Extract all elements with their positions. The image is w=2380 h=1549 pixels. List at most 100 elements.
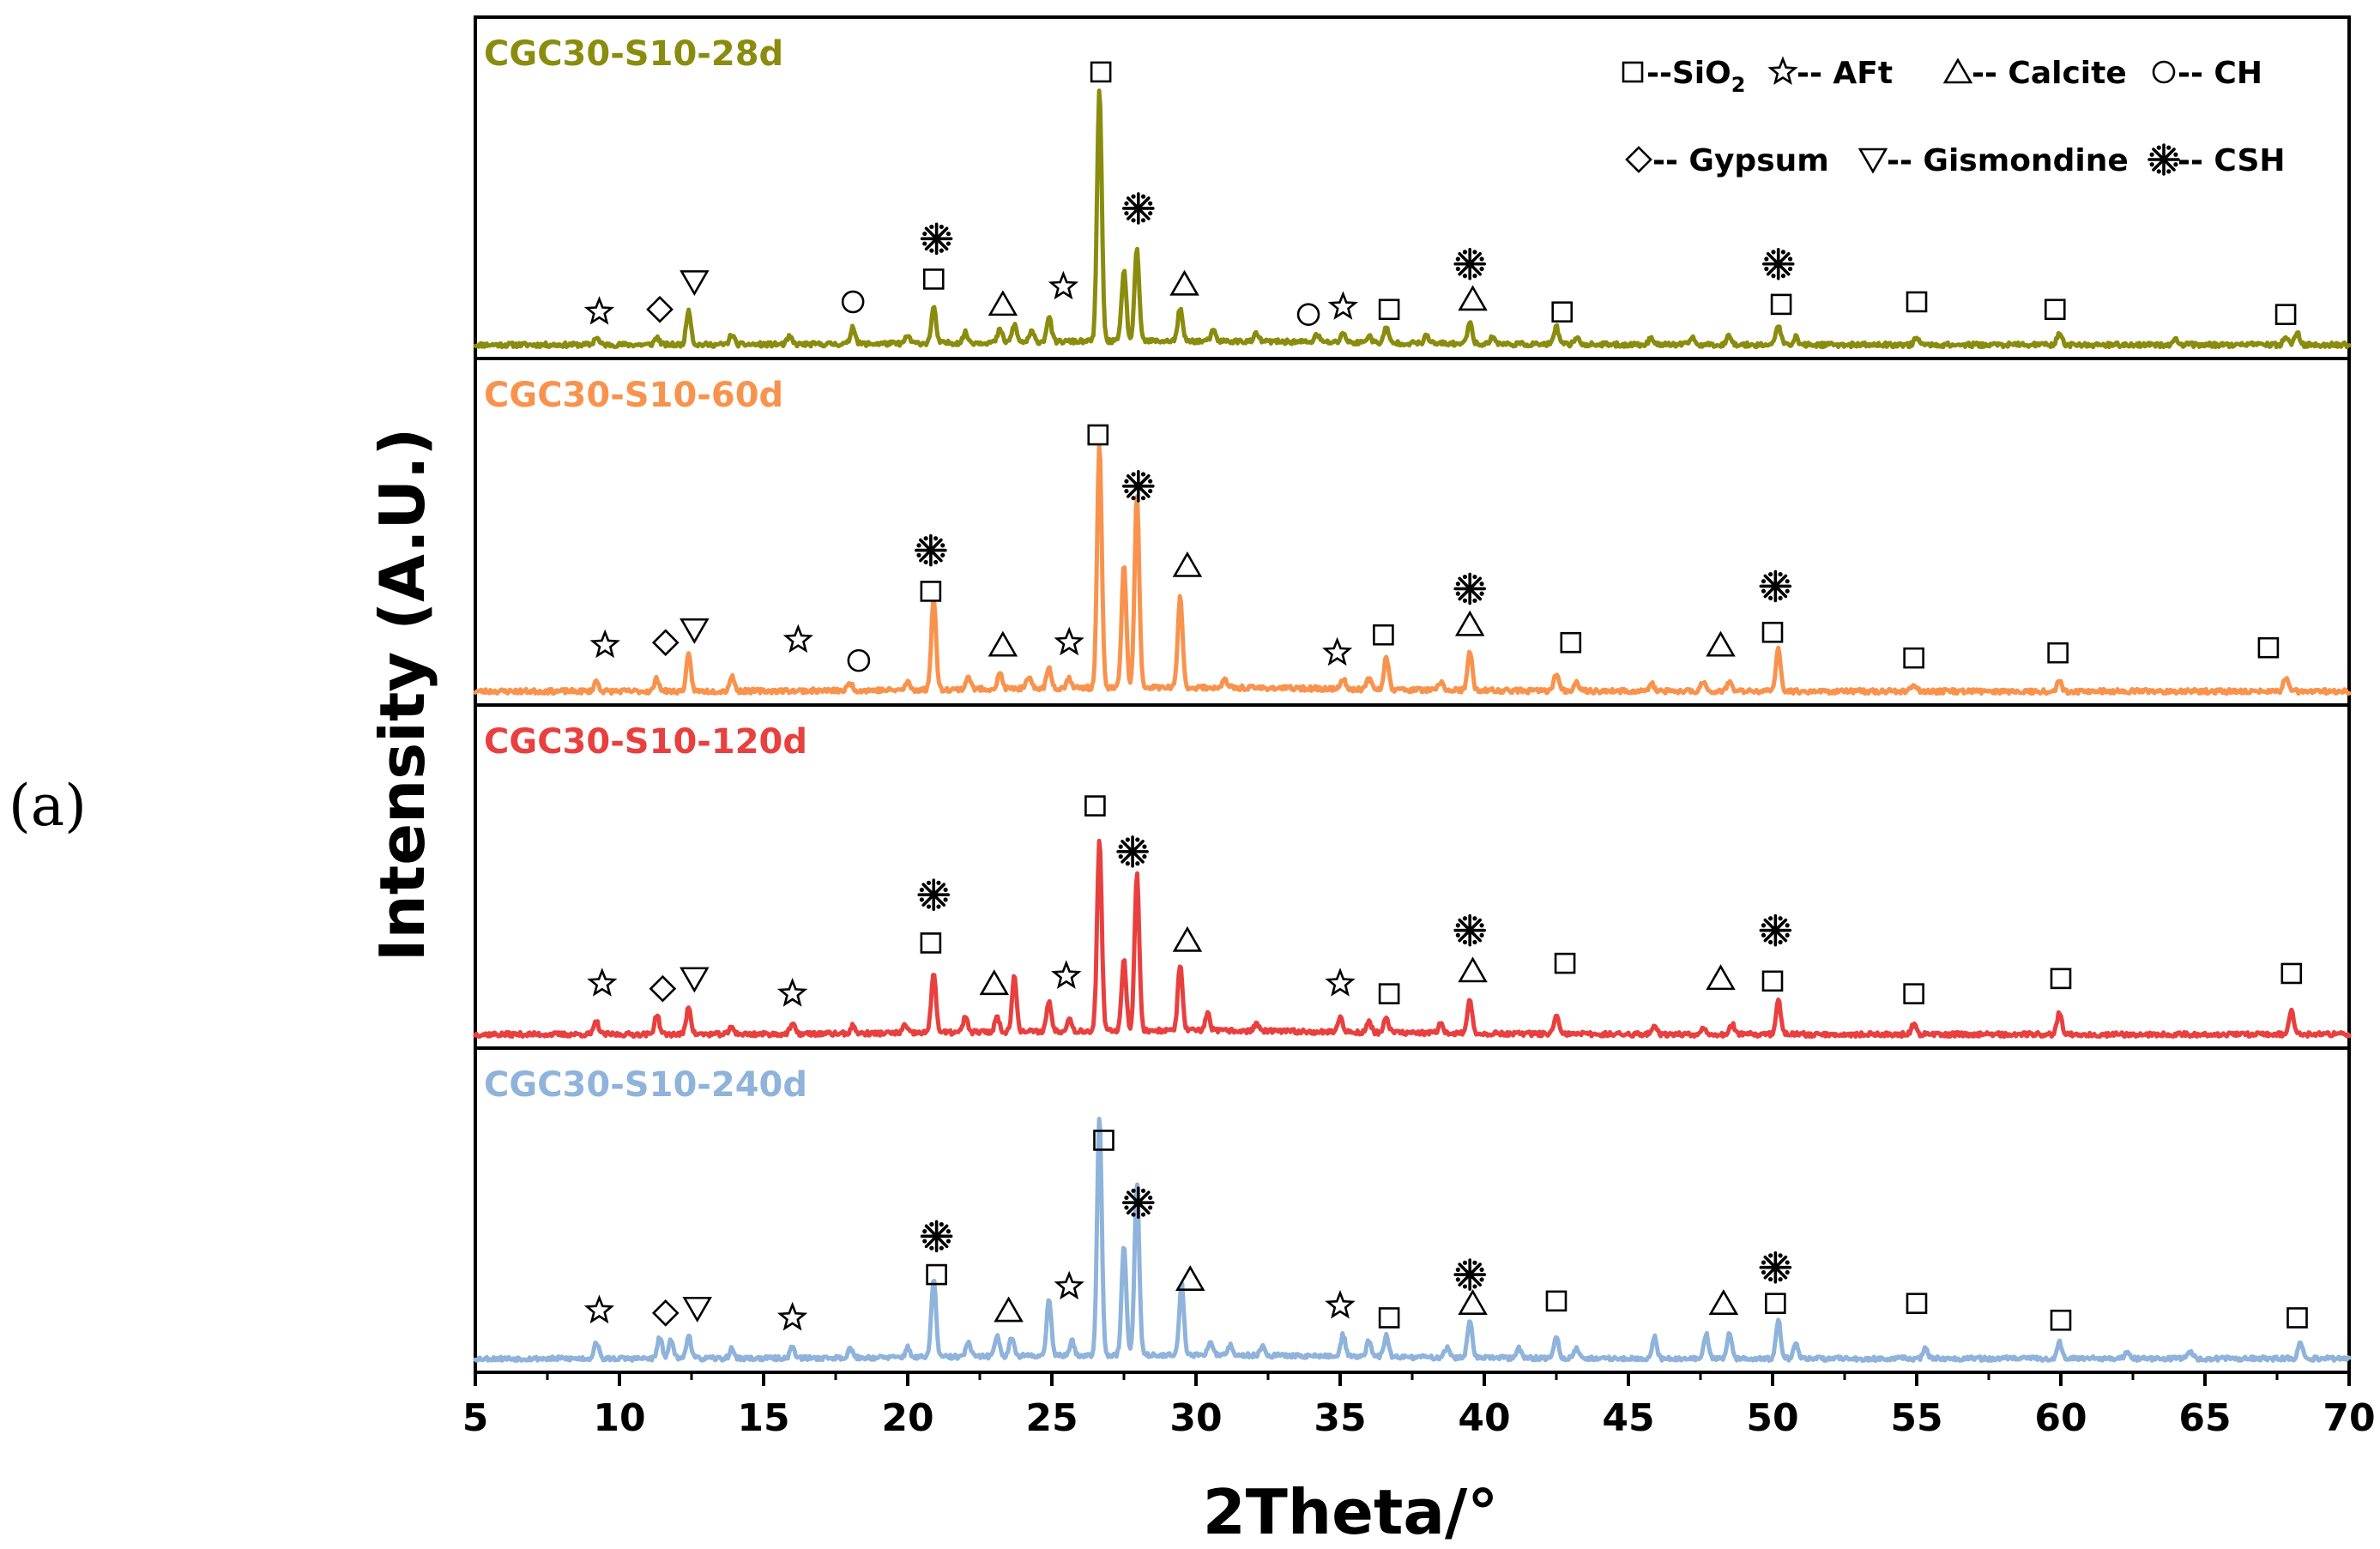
triangle-up-marker bbox=[1942, 57, 1973, 84]
x-tick-label: 15 bbox=[737, 1396, 789, 1440]
x-tick-label: 45 bbox=[1602, 1396, 1654, 1440]
diamond-marker bbox=[646, 295, 674, 323]
square-marker bbox=[1087, 424, 1109, 446]
square-marker bbox=[920, 581, 942, 602]
square-marker bbox=[1378, 1307, 1400, 1329]
legend-text: -- Gismondine bbox=[1887, 143, 2129, 178]
triangle-up-marker bbox=[1454, 610, 1485, 636]
legend-text: -- CSH bbox=[2178, 143, 2286, 178]
square-marker bbox=[1373, 624, 1394, 646]
star-marker bbox=[776, 1301, 808, 1331]
star-marker bbox=[583, 296, 615, 325]
star-marker bbox=[583, 1294, 615, 1324]
legend-item: -- Gismondine bbox=[1857, 143, 2129, 178]
square-marker bbox=[2274, 304, 2297, 325]
series-label: CGC30-S10-240d bbox=[484, 1065, 807, 1105]
square-marker bbox=[1560, 631, 1582, 654]
square-marker bbox=[1903, 983, 1924, 1004]
x-axis-title: 2Theta/° bbox=[1203, 1476, 1499, 1548]
legend-item: -- Gypsum bbox=[1625, 143, 1829, 178]
circle-marker bbox=[841, 290, 865, 314]
square-marker bbox=[2286, 1307, 2308, 1329]
legend-text: -- CH bbox=[2178, 56, 2262, 91]
asterisk-marker bbox=[1759, 570, 1792, 603]
asterisk-marker bbox=[920, 1220, 953, 1253]
y-axis-title: Intensity (A.U.) bbox=[366, 428, 438, 962]
square-marker bbox=[1770, 293, 1792, 316]
asterisk-marker bbox=[1453, 247, 1486, 280]
x-tick-label: 50 bbox=[1746, 1396, 1798, 1440]
series-group: CGC30-S10-120d bbox=[473, 722, 2352, 1040]
circle-marker bbox=[1296, 303, 1320, 326]
triangle-down-marker bbox=[680, 618, 710, 644]
x-tick-label: 55 bbox=[1890, 1396, 1942, 1440]
series-group: CGC30-S10-240d bbox=[473, 1065, 2352, 1363]
star-marker bbox=[589, 629, 620, 659]
series-line bbox=[473, 838, 2352, 1040]
x-tick-label: 65 bbox=[2178, 1396, 2231, 1440]
asterisk-marker bbox=[1122, 192, 1155, 225]
plot-area: 5 10 15 20 25 30 35 40 45 50 55 60 65 70 CGC30-S10-28d… bbox=[462, 15, 2376, 1440]
square-marker bbox=[2257, 636, 2280, 659]
triangle-up-marker bbox=[1172, 925, 1203, 952]
square-marker bbox=[1090, 61, 1112, 83]
legend-text: -- Calcite bbox=[1972, 56, 2127, 91]
triangle-up-marker bbox=[1706, 630, 1736, 657]
asterisk-marker bbox=[1116, 835, 1149, 868]
triangle-up-marker bbox=[1172, 551, 1203, 577]
asterisk-marker bbox=[1122, 470, 1155, 503]
legend-item: -- CSH bbox=[2147, 143, 2286, 178]
triangle-up-marker bbox=[979, 969, 1010, 996]
series-label: CGC30-S10-28d bbox=[484, 34, 783, 74]
asterisk-marker bbox=[920, 222, 953, 256]
star-marker bbox=[1054, 626, 1084, 656]
square-marker bbox=[1093, 1130, 1114, 1151]
star-marker bbox=[1327, 291, 1359, 320]
x-tick-label: 60 bbox=[2034, 1396, 2087, 1440]
triangle-up-marker bbox=[988, 290, 1018, 316]
asterisk-marker bbox=[1453, 572, 1486, 606]
square-marker bbox=[2050, 1309, 2072, 1331]
asterisk-marker bbox=[917, 878, 951, 911]
diamond-marker bbox=[649, 974, 677, 1003]
triangle-up-marker bbox=[994, 1296, 1024, 1323]
square-marker bbox=[2047, 642, 2069, 664]
x-tick-label: 35 bbox=[1314, 1396, 1366, 1440]
x-tick-label: 40 bbox=[1458, 1396, 1510, 1440]
square-marker bbox=[1545, 1290, 1568, 1312]
asterisk-marker bbox=[915, 533, 947, 567]
triangle-up-marker bbox=[1708, 1289, 1739, 1315]
star-marker bbox=[587, 967, 618, 997]
square-marker bbox=[1761, 621, 1784, 643]
legend-item: -- AFt bbox=[1767, 56, 1893, 91]
x-tick-label: 25 bbox=[1025, 1396, 1078, 1440]
legend-item: -- Calcite bbox=[1942, 56, 2127, 91]
legend-text: -- AFt bbox=[1797, 56, 1893, 91]
star-marker bbox=[1051, 960, 1082, 989]
square-marker bbox=[1765, 1293, 1786, 1314]
circle-marker bbox=[847, 648, 871, 672]
legend-item: -- CH bbox=[2152, 56, 2262, 91]
asterisk-marker bbox=[1761, 247, 1795, 280]
legend: --SiO2 -- AFt -- Calcite -- CH -- Gypsum -- G… bbox=[1622, 56, 2286, 178]
square-marker bbox=[1761, 970, 1784, 992]
series-group: CGC30-S10-28d bbox=[473, 34, 2352, 350]
series-label: CGC30-S10-60d bbox=[484, 376, 783, 415]
star-marker bbox=[1322, 636, 1353, 666]
asterisk-marker bbox=[1453, 1258, 1486, 1291]
asterisk-marker bbox=[1453, 913, 1486, 947]
triangle-up-marker bbox=[988, 630, 1018, 657]
square-marker bbox=[920, 932, 942, 954]
square-marker bbox=[2044, 298, 2066, 321]
diamond-marker bbox=[1625, 146, 1652, 173]
triangle-up-marker bbox=[1458, 285, 1488, 311]
square-marker bbox=[1622, 61, 1644, 83]
square-marker bbox=[1378, 298, 1400, 321]
panel-label: (a) bbox=[9, 773, 87, 839]
x-tick-label: 20 bbox=[881, 1396, 933, 1440]
triangle-up-marker bbox=[1706, 964, 1736, 991]
square-marker bbox=[1906, 1293, 1928, 1314]
star-marker bbox=[1325, 967, 1356, 997]
triangle-down-marker bbox=[682, 1296, 712, 1323]
